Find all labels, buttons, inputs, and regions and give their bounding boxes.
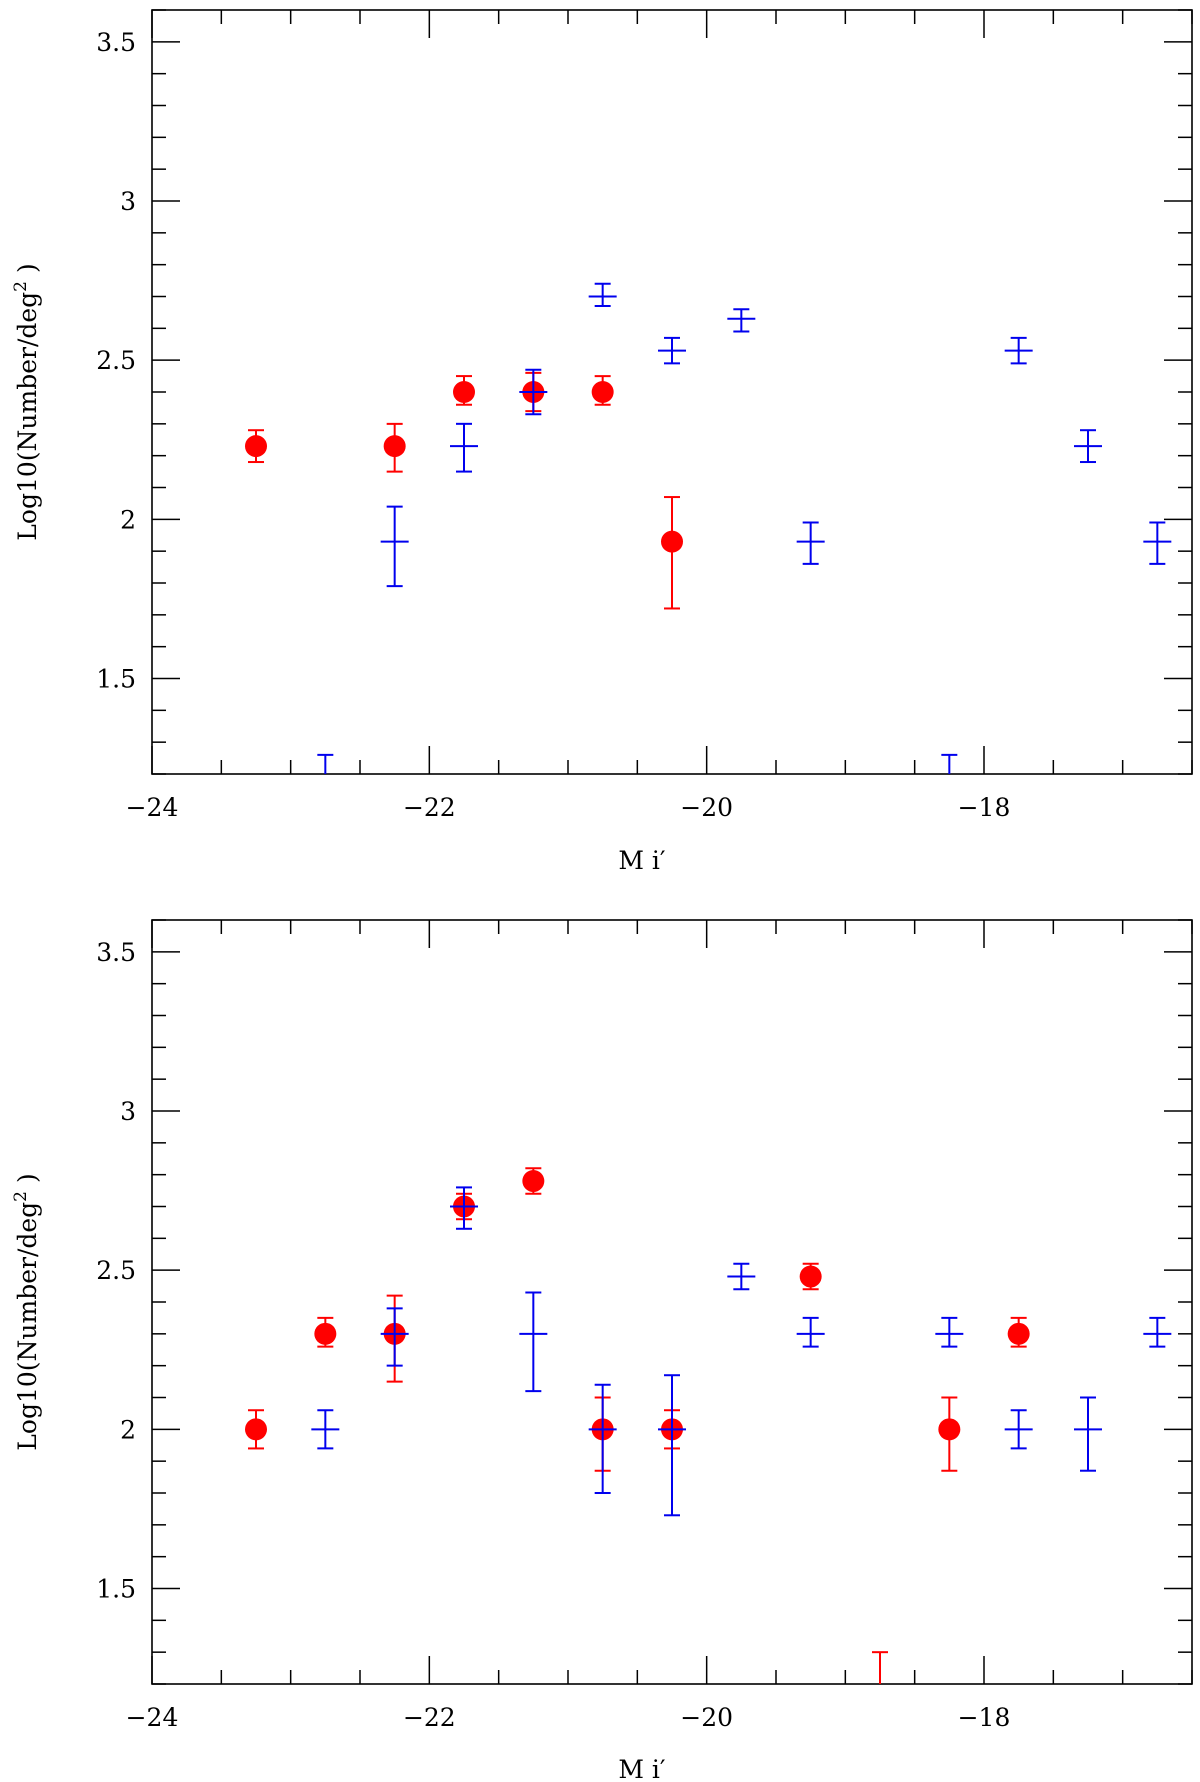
bottom-panel: −24 −22 −20 −18 1.5 2 2.5 3 3.5 M i′ Log10(Number/… <box>11 919 1193 1782</box>
plot-frame <box>151 9 1193 775</box>
y-tick-label: 2.5 <box>96 1256 136 1285</box>
y-tick-label: 1.5 <box>96 1575 136 1604</box>
y-tick-label: 3 <box>120 1097 136 1126</box>
red-data-point <box>245 435 267 458</box>
red-data-point <box>522 1170 545 1193</box>
x-tick-label: −22 <box>403 793 456 822</box>
y-tick-label: 3 <box>120 187 136 216</box>
plot-frame <box>151 919 1193 1685</box>
red-data-point <box>869 1737 891 1759</box>
red-data-point <box>383 435 406 458</box>
red-data-point <box>1007 1322 1030 1345</box>
red-data-point <box>799 1265 822 1288</box>
red-data-point <box>453 381 475 403</box>
x-axis-title: M i′ <box>618 1755 666 1782</box>
y-tick-label: 3.5 <box>96 938 136 967</box>
y-tick-label: 3.5 <box>96 28 136 57</box>
data-layer <box>245 282 1172 774</box>
x-axis-title: M i′ <box>618 846 666 875</box>
x-tick-label: −24 <box>126 793 179 822</box>
red-data-point <box>245 1418 267 1441</box>
y-tick-label: 2.5 <box>96 346 136 375</box>
y-axis-title: Log10(Number/deg2 ) <box>11 263 42 540</box>
red-data-point <box>314 1322 337 1345</box>
y-tick-label: 2 <box>120 505 136 534</box>
top-panel: −24 −22 −20 −18 1.5 2 2.5 3 3.5 M i′ Log10(Number/… <box>11 9 1193 875</box>
x-tick-label: −18 <box>958 793 1011 822</box>
red-data-point <box>938 1418 961 1441</box>
x-tick-label: −22 <box>403 1703 456 1732</box>
data-layer <box>245 1167 1172 1759</box>
y-tick-label: 1.5 <box>96 665 136 694</box>
y-axis-title: Log10(Number/deg2 ) <box>11 1173 42 1450</box>
x-tick-label: −20 <box>680 793 733 822</box>
x-tick-label: −18 <box>958 1703 1011 1732</box>
y-tick-label: 2 <box>120 1415 136 1444</box>
red-data-point <box>661 530 683 553</box>
x-tick-label: −20 <box>680 1703 733 1732</box>
x-tick-label: −24 <box>126 1703 179 1732</box>
red-data-point <box>591 381 614 403</box>
